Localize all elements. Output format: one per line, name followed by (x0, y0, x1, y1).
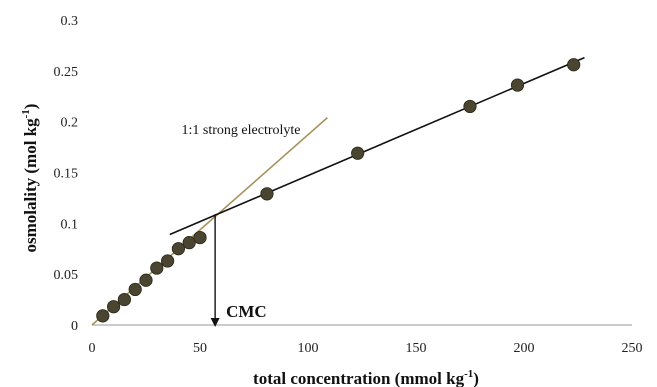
fit-lines (91, 56, 585, 326)
y-axis-title-text: osmolality (mol kg (21, 118, 40, 253)
data-point (193, 230, 207, 245)
y-tick-label: 0.25 (54, 65, 79, 80)
x-axis-ticks: 0 50 100 150 200 250 (89, 341, 643, 356)
x-axis-title: total concentration (mmol kg-1) (253, 368, 479, 387)
x-axis-title-close: ) (473, 369, 479, 387)
y-axis-ticks: 0 0.05 0.1 0.15 0.2 0.25 0.3 (54, 14, 79, 334)
data-point (351, 146, 365, 160)
data-point (150, 261, 164, 275)
electrolyte-annotation: 1:1 strong electrolyte (182, 123, 301, 138)
data-point (128, 282, 142, 297)
data-point (463, 99, 477, 114)
cmc-arrowhead (210, 318, 220, 327)
x-tick-label: 50 (193, 341, 207, 356)
x-axis-title-exponent: -1 (464, 368, 473, 380)
y-axis-title: osmolality (mol kg-1) (20, 104, 40, 253)
data-point (139, 273, 153, 287)
data-point (117, 292, 132, 307)
data-points (96, 58, 581, 323)
y-tick-label: 0.1 (61, 217, 79, 232)
annotations: 1:1 strong electrolyte (182, 123, 301, 138)
x-tick-label: 250 (622, 341, 643, 356)
cmc-label: CMC (226, 302, 267, 321)
y-tick-label: 0.15 (54, 167, 79, 182)
data-point (182, 236, 196, 250)
x-tick-label: 0 (89, 341, 96, 356)
x-tick-label: 200 (514, 341, 535, 356)
cmc-marker: CMC (210, 214, 267, 327)
data-point (510, 78, 525, 92)
y-tick-label: 0.2 (61, 116, 79, 131)
data-point (161, 254, 175, 268)
data-point (107, 300, 121, 314)
data-point (260, 187, 274, 201)
y-axis-title-close: ) (21, 104, 40, 110)
data-point (96, 309, 110, 323)
data-point (567, 58, 581, 72)
y-axis-title-exponent: -1 (20, 109, 32, 118)
y-tick-label: 0 (71, 319, 78, 334)
data-point (171, 242, 185, 256)
x-tick-label: 100 (298, 341, 319, 356)
y-tick-label: 0.05 (54, 268, 79, 283)
y-tick-label: 0.3 (61, 14, 79, 29)
x-tick-label: 150 (406, 341, 427, 356)
x-axis-title-text: total concentration (mmol kg (253, 369, 465, 387)
